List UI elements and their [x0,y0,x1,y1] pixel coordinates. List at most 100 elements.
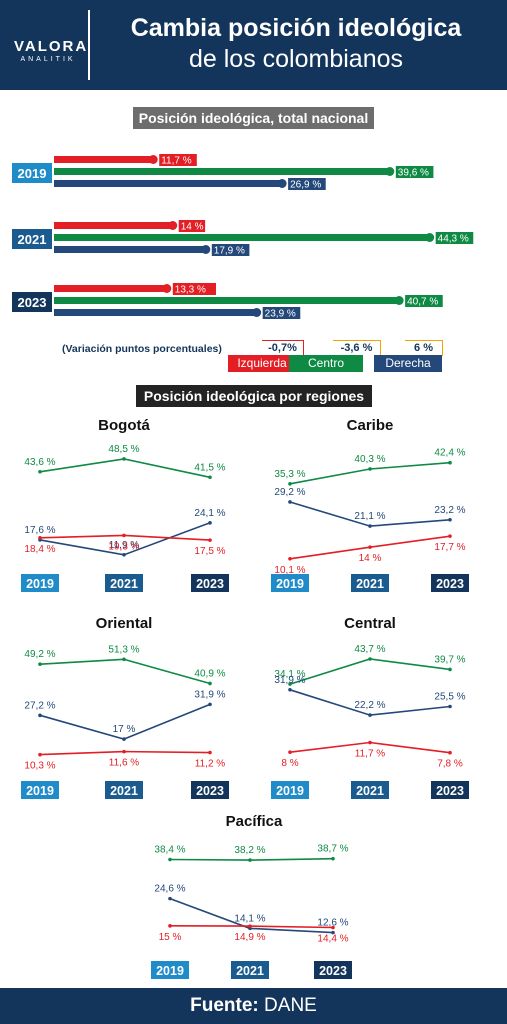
value-label-pacifica-izquierda-2019: 15 % [159,932,182,943]
year-label-caribe-2021: 2021 [356,577,384,591]
year-label-caribe-2023: 2023 [436,577,464,591]
legend-label-derecha: Derecha [374,355,442,372]
value-label-pacifica-centro-2023: 38,7 % [317,844,348,855]
point-caribe-centro-2019 [288,482,292,486]
value-label-bogota-derecha-2021: 11,9 % [109,540,139,551]
bar-value-derecha-2021: 17,9 % [214,246,245,257]
point-central-izquierda-2023 [448,750,452,755]
year-badge-oriental-2019 [21,781,59,799]
bar-end-izquierda-2019 [148,155,158,164]
region-title-caribe: Caribe [347,417,394,434]
region-title-bogota: Bogotá [98,417,150,434]
point-oriental-derecha-2019 [38,713,42,718]
year-badge-bogota-2019 [21,574,59,592]
value-label-pacifica-izquierda-2023: 14,4 % [317,934,348,945]
year-label-bogota-2023: 2023 [196,577,224,591]
year-label-bogota-2021: 2021 [110,577,138,591]
bar-end-derecha-2023 [252,308,262,317]
bar-label-bg-izquierda-2023 [172,283,216,295]
value-label-oriental-centro-2021: 51,3 % [108,644,139,655]
year-badge-pacifica-2021 [231,961,269,979]
point-bogota-izquierda-2019 [38,535,42,540]
bar-end-derecha-2021 [201,245,211,254]
legend-note: (Variación puntos porcentuales) [62,343,222,355]
value-label-bogota-centro-2021: 48,5 % [108,444,139,455]
bar-izquierda-2023 [54,285,167,292]
point-central-centro-2021 [368,657,372,661]
national-section-title: Posición ideológica, total nacional [133,107,374,129]
value-label-caribe-derecha-2021: 21,1 % [354,511,385,522]
point-central-centro-2019 [288,682,292,686]
point-oriental-centro-2021 [122,657,126,662]
point-oriental-izquierda-2021 [122,749,126,754]
point-central-derecha-2021 [368,713,372,717]
point-caribe-derecha-2019 [288,500,292,504]
value-label-oriental-izquierda-2023: 11,2 % [195,759,225,770]
point-oriental-izquierda-2023 [208,750,212,755]
value-label-caribe-derecha-2019: 29,2 % [274,487,305,498]
point-bogota-centro-2019 [38,469,42,474]
year-badge-oriental-2023 [191,781,229,799]
value-label-oriental-izquierda-2021: 11,6 % [109,758,139,769]
point-pacifica-izquierda-2019 [168,924,172,928]
bar-value-centro-2023: 40,7 % [407,297,438,308]
bar-end-centro-2019 [385,167,395,176]
value-label-central-izquierda-2021: 11,7 % [355,749,385,760]
value-label-central-centro-2021: 43,7 % [354,644,385,655]
point-pacifica-centro-2021 [248,858,252,862]
line-caribe-centro [289,461,451,485]
bar-group-2023: 2023 13,3 % 40,7 % 23,9 % [12,283,443,320]
year-badge-bogota-2023 [191,574,229,592]
page-title-line1: Cambia posición ideológica [130,14,462,42]
legend-change-centro: -3,6 % [333,340,381,356]
value-label-pacifica-derecha-2023: 12,6 % [317,918,348,929]
point-oriental-derecha-2021 [122,737,126,741]
value-label-bogota-centro-2023: 41,5 % [194,462,225,473]
region-chart-bogota: Bogotá 43,6 % 48,5 % 41,5 % 17,6 % 11,9 % 24,1… [21,417,229,592]
year-badge-central-2019 [271,781,309,799]
bar-value-derecha-2023: 23,9 % [265,309,296,320]
region-chart-central: Central 34,1 % 43,7 % 39,7 % 31,9 % 22,2 % 25,… [271,615,469,799]
year-badge-2019 [12,163,52,183]
point-caribe-derecha-2021 [368,524,372,528]
bar-label-bg-derecha-2021 [211,244,250,256]
bar-group-2021: 2021 14 % 44,3 % 17,9 % [12,220,474,257]
bar-value-centro-2021: 44,3 % [438,234,469,245]
value-label-pacifica-centro-2019: 38,4 % [154,845,185,856]
value-label-pacifica-derecha-2021: 14,1 % [234,913,265,924]
bar-end-izquierda-2023 [162,284,172,293]
year-badge-2023 [12,292,52,312]
value-label-caribe-centro-2021: 40,3 % [354,454,385,465]
point-pacifica-izquierda-2021 [248,924,252,928]
bar-value-izquierda-2023: 13,3 % [175,285,206,296]
year-label-pacifica-2023: 2023 [319,964,347,978]
point-bogota-izquierda-2023 [208,538,212,542]
value-label-bogota-izquierda-2023: 17,5 % [194,546,225,557]
logo-wordmark: VALORA [14,38,89,55]
value-label-oriental-derecha-2023: 31,9 % [194,689,225,700]
value-label-caribe-izquierda-2019: 10,1 % [274,565,305,576]
point-central-izquierda-2019 [288,750,292,754]
header-banner: VALORA ANALITIK Cambia posición ideológi… [0,0,507,90]
footer-source: Fuente: DANE [0,988,507,1024]
legend-change-derecha: 6 % [405,340,443,356]
value-label-pacifica-centro-2021: 38,2 % [234,845,265,856]
point-caribe-centro-2023 [448,460,452,465]
year-label-pacifica-2019: 2019 [156,964,184,978]
point-pacifica-derecha-2019 [168,896,172,901]
year-badge-bogota-2021 [105,574,143,592]
year-label-central-2021: 2021 [356,784,384,798]
line-central-centro [289,658,451,685]
point-bogota-centro-2021 [122,457,126,461]
year-label-oriental-2023: 2023 [196,784,224,798]
point-bogota-derecha-2023 [208,521,212,525]
value-label-central-derecha-2023: 25,5 % [434,692,465,703]
year-label-caribe-2019: 2019 [276,577,304,591]
bar-derecha-2021 [54,246,206,253]
line-oriental-centro [39,658,211,685]
bar-value-izquierda-2019: 11,7 % [161,156,191,167]
value-label-caribe-centro-2019: 35,3 % [274,469,305,480]
year-badge-caribe-2023 [431,574,469,592]
year-badge-pacifica-2023 [314,961,352,979]
value-label-pacifica-derecha-2019: 24,6 % [154,884,185,895]
